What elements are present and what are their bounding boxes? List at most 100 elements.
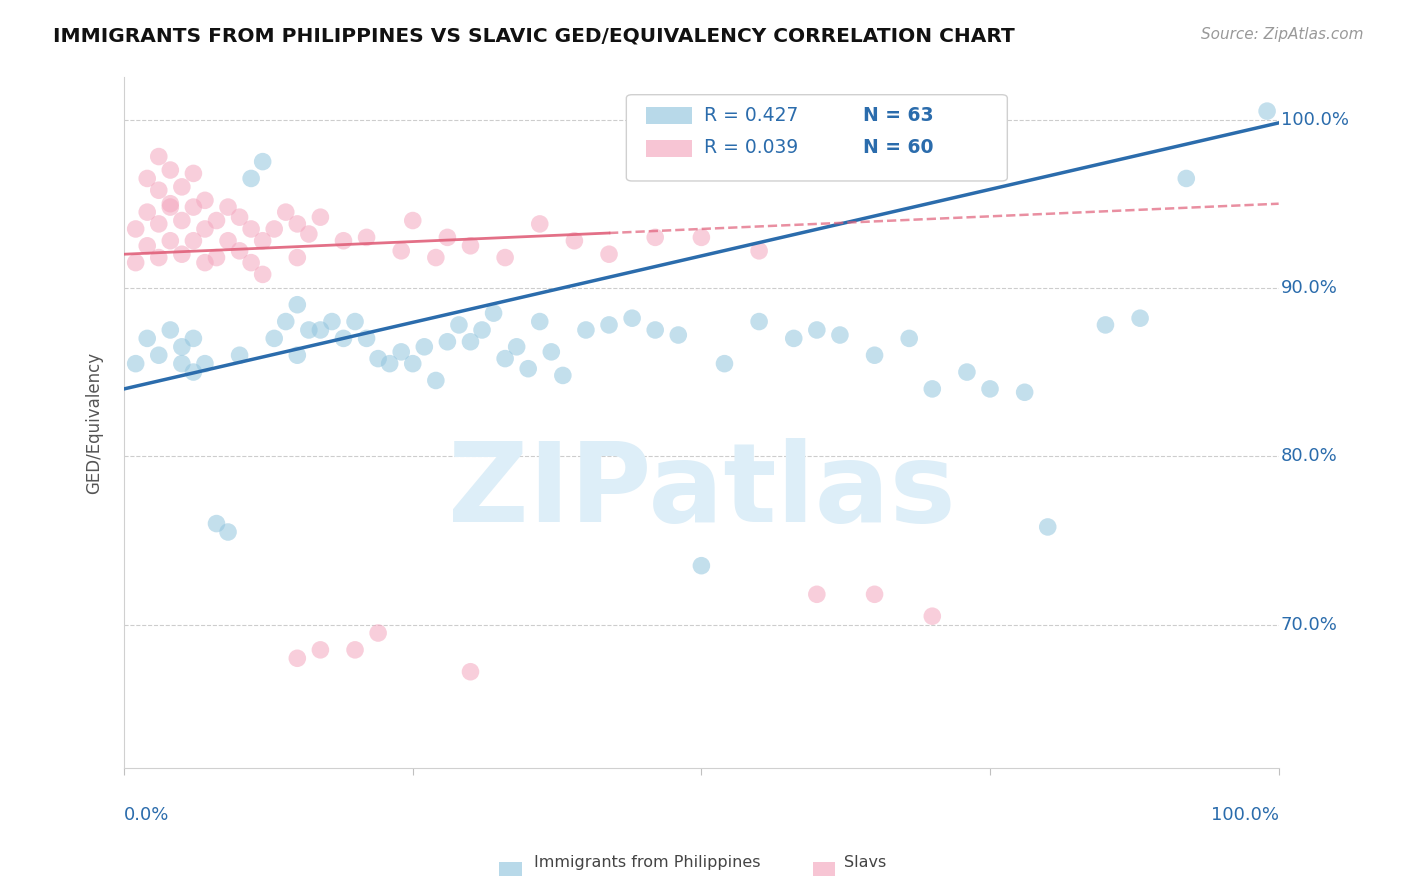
Point bbox=[644, 230, 666, 244]
Point bbox=[690, 558, 713, 573]
Point bbox=[217, 524, 239, 539]
Point bbox=[979, 382, 1001, 396]
Point bbox=[621, 311, 644, 326]
Point bbox=[564, 234, 586, 248]
Point bbox=[205, 213, 228, 227]
Point bbox=[228, 244, 250, 258]
Point bbox=[828, 328, 851, 343]
Point bbox=[471, 323, 494, 337]
Text: N = 60: N = 60 bbox=[863, 138, 934, 157]
Point bbox=[598, 318, 620, 332]
Point bbox=[183, 166, 205, 180]
Point bbox=[285, 251, 308, 265]
Point bbox=[217, 234, 239, 248]
Point bbox=[402, 357, 425, 371]
Point bbox=[863, 587, 886, 601]
Point bbox=[413, 340, 436, 354]
Point bbox=[170, 340, 193, 354]
Text: IMMIGRANTS FROM PHILIPPINES VS SLAVIC GED/EQUIVALENCY CORRELATION CHART: IMMIGRANTS FROM PHILIPPINES VS SLAVIC GE… bbox=[53, 27, 1015, 45]
Point bbox=[460, 334, 482, 349]
Point bbox=[274, 314, 297, 328]
Point bbox=[863, 348, 886, 362]
Text: Slavs: Slavs bbox=[844, 855, 886, 870]
Point bbox=[898, 331, 921, 345]
Point bbox=[148, 183, 170, 197]
Point bbox=[482, 306, 505, 320]
Point bbox=[447, 318, 470, 332]
Point bbox=[309, 323, 332, 337]
Text: Immigrants from Philippines: Immigrants from Philippines bbox=[534, 855, 761, 870]
Point bbox=[217, 200, 239, 214]
Point bbox=[402, 213, 425, 227]
Point bbox=[263, 222, 285, 236]
Point bbox=[136, 331, 159, 345]
Point bbox=[425, 251, 447, 265]
Text: 80.0%: 80.0% bbox=[1281, 447, 1337, 466]
Point bbox=[309, 643, 332, 657]
Point bbox=[344, 643, 367, 657]
Point bbox=[1036, 520, 1059, 534]
Point bbox=[389, 244, 412, 258]
Point bbox=[1175, 171, 1198, 186]
Point bbox=[136, 239, 159, 253]
Point bbox=[806, 587, 828, 601]
Point bbox=[425, 374, 447, 388]
Point bbox=[806, 323, 828, 337]
Point bbox=[148, 150, 170, 164]
Point bbox=[228, 348, 250, 362]
Point bbox=[367, 351, 389, 366]
Point bbox=[148, 251, 170, 265]
Point bbox=[298, 227, 321, 241]
Point bbox=[332, 234, 354, 248]
Point bbox=[344, 314, 367, 328]
Point bbox=[170, 247, 193, 261]
Point bbox=[170, 213, 193, 227]
Point bbox=[183, 200, 205, 214]
Point bbox=[748, 244, 770, 258]
Point bbox=[194, 357, 217, 371]
Point bbox=[240, 255, 263, 269]
Text: Source: ZipAtlas.com: Source: ZipAtlas.com bbox=[1201, 27, 1364, 42]
Point bbox=[436, 334, 458, 349]
Point bbox=[529, 314, 551, 328]
Text: R = 0.427: R = 0.427 bbox=[703, 106, 799, 125]
Point bbox=[460, 665, 482, 679]
Point bbox=[921, 382, 943, 396]
Text: 90.0%: 90.0% bbox=[1281, 279, 1339, 297]
Point bbox=[285, 651, 308, 665]
Point bbox=[690, 230, 713, 244]
Point bbox=[356, 331, 378, 345]
Bar bbox=[645, 107, 692, 124]
Text: 70.0%: 70.0% bbox=[1281, 615, 1339, 633]
Text: 100.0%: 100.0% bbox=[1281, 111, 1348, 128]
Point bbox=[285, 217, 308, 231]
Point bbox=[367, 626, 389, 640]
Point bbox=[748, 314, 770, 328]
Point bbox=[240, 222, 263, 236]
Point bbox=[148, 348, 170, 362]
Point bbox=[494, 351, 516, 366]
Point bbox=[551, 368, 574, 383]
Point bbox=[1256, 104, 1278, 119]
Point bbox=[598, 247, 620, 261]
Point bbox=[389, 344, 412, 359]
Point bbox=[783, 331, 806, 345]
Text: R = 0.039: R = 0.039 bbox=[703, 138, 799, 157]
Point bbox=[517, 361, 540, 376]
Point bbox=[921, 609, 943, 624]
Point bbox=[159, 163, 181, 178]
Point bbox=[183, 365, 205, 379]
Point bbox=[159, 323, 181, 337]
Point bbox=[170, 357, 193, 371]
Point bbox=[136, 171, 159, 186]
Point bbox=[332, 331, 354, 345]
Point bbox=[529, 217, 551, 231]
Point bbox=[378, 357, 401, 371]
Point bbox=[159, 200, 181, 214]
Point bbox=[252, 154, 274, 169]
Point bbox=[356, 230, 378, 244]
Point bbox=[205, 516, 228, 531]
Point bbox=[285, 348, 308, 362]
Point bbox=[460, 239, 482, 253]
Point bbox=[540, 344, 562, 359]
